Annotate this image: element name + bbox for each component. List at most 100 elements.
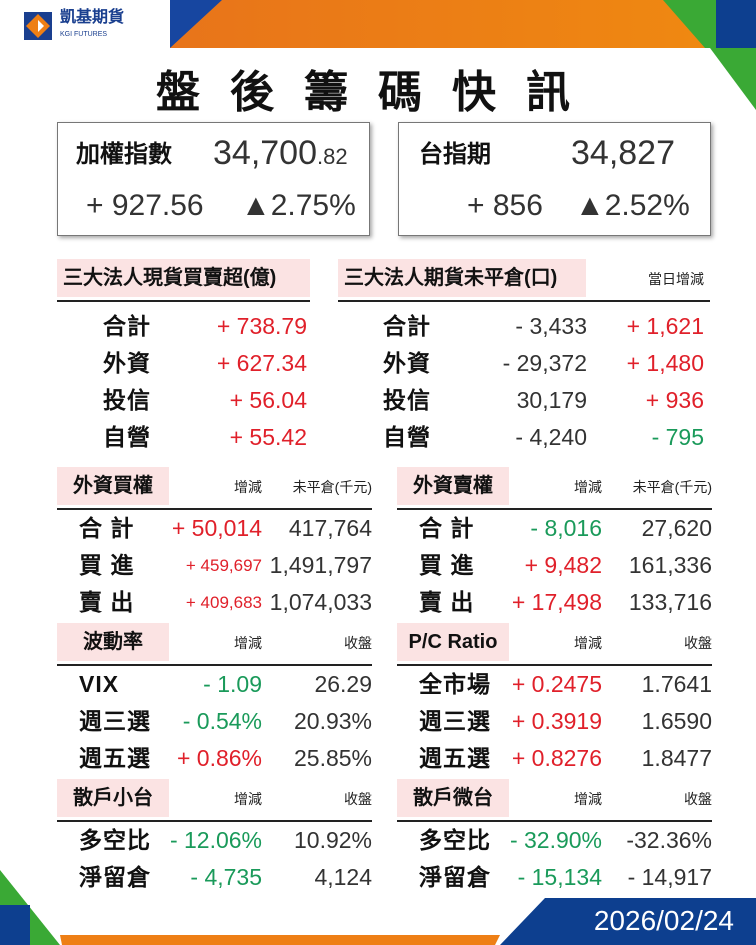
section-value-header: 收盤	[684, 635, 712, 651]
section-row-label: 淨留倉	[79, 864, 151, 890]
section-row-change: - 32.90%	[509, 827, 602, 853]
section-row-value: 26.29	[314, 671, 372, 697]
spot-row-label: 自營	[103, 424, 151, 450]
futures-change: + 856	[467, 189, 543, 222]
section-row-value: 133,716	[628, 589, 712, 615]
section-row-label: 合 計	[79, 515, 135, 541]
kgi-logo-icon	[24, 12, 52, 40]
index-name: 加權指數	[76, 141, 172, 168]
section-row-label: 淨留倉	[419, 864, 491, 890]
spot-row-value: + 55.42	[229, 424, 307, 450]
section-row-change: - 12.06%	[169, 827, 262, 853]
section-row-value: 417,764	[288, 515, 372, 541]
section-value-header: 收盤	[344, 791, 372, 807]
oi-row-change: + 1,480	[626, 350, 704, 376]
oi-row-change: + 936	[645, 387, 704, 413]
oi-row-value: 30,179	[516, 387, 587, 413]
section-value-header: 收盤	[344, 635, 372, 651]
section-divider	[57, 820, 372, 822]
section-divider	[57, 508, 372, 510]
oi-header: 三大法人期貨未平倉(口)	[338, 259, 586, 297]
index-pct: ▲2.75%	[241, 189, 356, 222]
section-row-change: - 15,134	[517, 864, 602, 890]
section-row-value: 20.93%	[293, 708, 372, 734]
section-row-label: 賣 出	[419, 589, 475, 615]
section-row-change: + 9,482	[524, 552, 602, 578]
section-header-put: 外資賣權	[397, 467, 509, 505]
oi-row-label: 自營	[383, 424, 431, 450]
section-row-change: - 0.54%	[182, 708, 262, 734]
oi-divider	[338, 300, 710, 302]
brand-logo: 凱基期貨 KGI FUTURES	[0, 0, 170, 48]
section-row-change: + 0.2475	[511, 671, 602, 697]
section-row-change: + 0.8276	[511, 745, 602, 771]
section-divider	[397, 664, 712, 666]
section-divider	[57, 664, 372, 666]
section-row-label: 週五選	[79, 745, 151, 771]
report-date: 2026/02/24	[593, 905, 734, 936]
section-divider	[397, 508, 712, 510]
brand-name: 凱基期貨	[60, 9, 125, 26]
section-row-label: VIX	[79, 671, 120, 697]
spot-row-value: + 738.79	[216, 313, 307, 339]
section-header-retail-mtx: 散戶小台	[57, 779, 169, 817]
section-row-value: 1,074,033	[269, 589, 372, 615]
section-change-header: 增減	[234, 635, 262, 651]
section-header-vol: 波動率	[57, 623, 169, 661]
section-row-label: 買 進	[79, 552, 135, 578]
section-row-label: 週三選	[79, 708, 151, 734]
section-row-label: 週五選	[419, 745, 491, 771]
section-header-call: 外資買權	[57, 467, 169, 505]
section-row-label: 週三選	[419, 708, 491, 734]
spot-header: 三大法人現貨買賣超(億)	[57, 259, 310, 297]
section-row-label: 多空比	[419, 827, 491, 853]
oi-change-header: 當日增減	[648, 271, 704, 287]
index-price: 34,700.82	[213, 133, 348, 177]
futures-name: 台指期	[419, 141, 491, 168]
section-change-header: 增減	[234, 791, 262, 807]
header-banner	[165, 0, 756, 48]
index-change: + 927.56	[86, 189, 204, 222]
section-row-value: 10.92%	[293, 827, 372, 853]
futures-card: 台指期 34,827 + 856 ▲2.52%	[398, 122, 711, 236]
futures-price: 34,827	[571, 134, 675, 172]
section-row-value: - 14,917	[627, 864, 712, 890]
section-row-change: - 4,735	[190, 864, 262, 890]
oi-row-label: 外資	[383, 350, 431, 376]
section-row-value: 1,491,797	[269, 552, 372, 578]
section-row-change: + 459,697	[185, 556, 262, 575]
page-title: 盤後籌碼快訊	[156, 68, 600, 117]
section-row-change: + 0.3919	[511, 708, 602, 734]
section-value-header: 未平倉(千元)	[292, 479, 372, 495]
section-value-header: 未平倉(千元)	[632, 479, 712, 495]
section-row-value: 1.8477	[641, 745, 712, 771]
section-row-change: + 17,498	[511, 589, 602, 615]
oi-row-value: - 3,433	[515, 313, 587, 339]
index-price-dec: .82	[317, 144, 348, 169]
section-change-header: 增減	[574, 479, 602, 495]
section-header-retail-micro: 散戶微台	[397, 779, 509, 817]
oi-row-change: - 795	[651, 424, 704, 450]
section-divider	[397, 820, 712, 822]
section-row-label: 全市場	[419, 671, 491, 697]
section-row-change: + 0.86%	[176, 745, 262, 771]
section-change-header: 增減	[574, 635, 602, 651]
oi-row-value: - 4,240	[515, 424, 587, 450]
section-row-change: - 8,016	[530, 515, 602, 541]
section-row-value: 161,336	[628, 552, 712, 578]
section-header-pc: P/C Ratio	[397, 623, 509, 661]
brand-subtitle: KGI FUTURES	[60, 31, 108, 38]
section-row-value: 1.7641	[641, 671, 712, 697]
section-row-value: 1.6590	[641, 708, 712, 734]
index-card: 加權指數 34,700.82 + 927.56 ▲2.75%	[57, 122, 370, 236]
section-row-change: + 409,683	[185, 593, 262, 612]
section-row-value: -32.36%	[626, 827, 712, 853]
oi-row-change: + 1,621	[626, 313, 704, 339]
index-price-int: 34,700	[213, 134, 317, 172]
section-value-header: 收盤	[684, 791, 712, 807]
futures-pct: ▲2.52%	[575, 189, 690, 222]
section-row-label: 合 計	[419, 515, 475, 541]
spot-row-value: + 56.04	[229, 387, 307, 413]
spot-row-value: + 627.34	[216, 350, 307, 376]
